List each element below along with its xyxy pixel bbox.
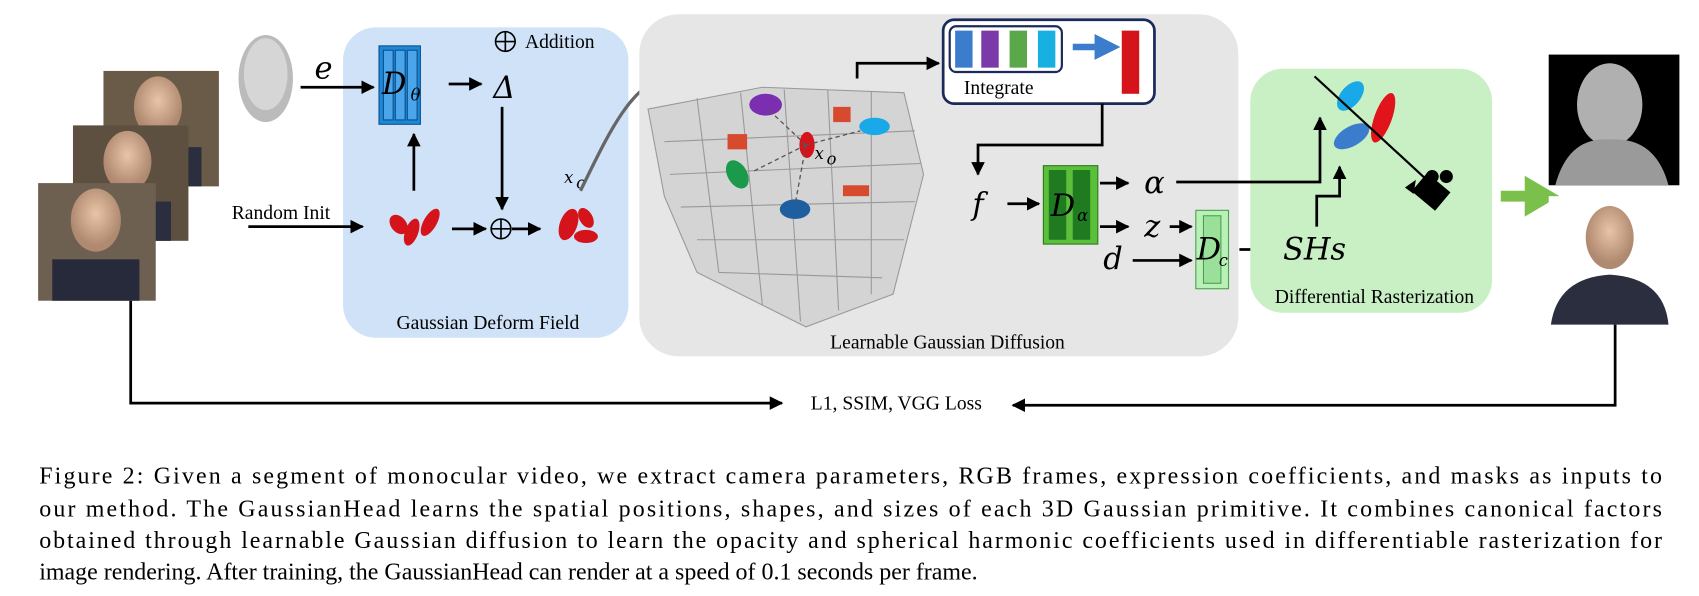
- addition-label: Addition: [525, 32, 595, 53]
- gaussians-deformed: [558, 207, 598, 244]
- z-label: z: [1143, 209, 1161, 244]
- alpha-label: α: [1144, 166, 1165, 201]
- d-label: d: [1103, 242, 1123, 277]
- camera-icon: [1404, 170, 1453, 211]
- raster-title: Differential Rasterization: [1275, 287, 1475, 308]
- deform-field-title: Gaussian Deform Field: [396, 313, 579, 334]
- raster-box: [1250, 68, 1493, 313]
- gaussians-init: [389, 208, 440, 246]
- d-theta: D: [381, 67, 406, 102]
- xo-sub: o: [576, 174, 586, 193]
- integrate-label: Integrate: [964, 78, 1034, 99]
- d-alpha-sub: α: [1077, 206, 1088, 225]
- caption-line: image rendering. After training, the Gau…: [39, 560, 977, 586]
- head-mesh: [238, 34, 293, 123]
- delta: Δ: [492, 71, 515, 106]
- caption-line: our method. The GaussianHead learns the …: [39, 496, 1662, 522]
- d-c-sub: c: [1219, 251, 1228, 270]
- diffusion-xo: x: [815, 144, 824, 163]
- diffusion-gaussians: [725, 93, 890, 220]
- diffusion-xo-sub: o: [827, 150, 837, 169]
- d-theta-sub: θ: [411, 85, 421, 104]
- e-label: e: [314, 52, 332, 87]
- loss-label: L1, SSIM, VGG Loss: [811, 394, 982, 415]
- caption-line: obtained through learnable Gaussian diff…: [39, 528, 1662, 554]
- random-init: Random Init: [232, 203, 331, 224]
- d-c: D: [1196, 232, 1221, 267]
- xo-label: x: [564, 168, 573, 187]
- diffusion-title: Learnable Gaussian Diffusion: [830, 333, 1065, 354]
- caption-line: Figure 2: Given a segment of monocular v…: [39, 464, 1662, 490]
- input-frames: [38, 70, 219, 301]
- shs-label: SHs: [1283, 232, 1346, 267]
- d-alpha: D: [1050, 189, 1075, 224]
